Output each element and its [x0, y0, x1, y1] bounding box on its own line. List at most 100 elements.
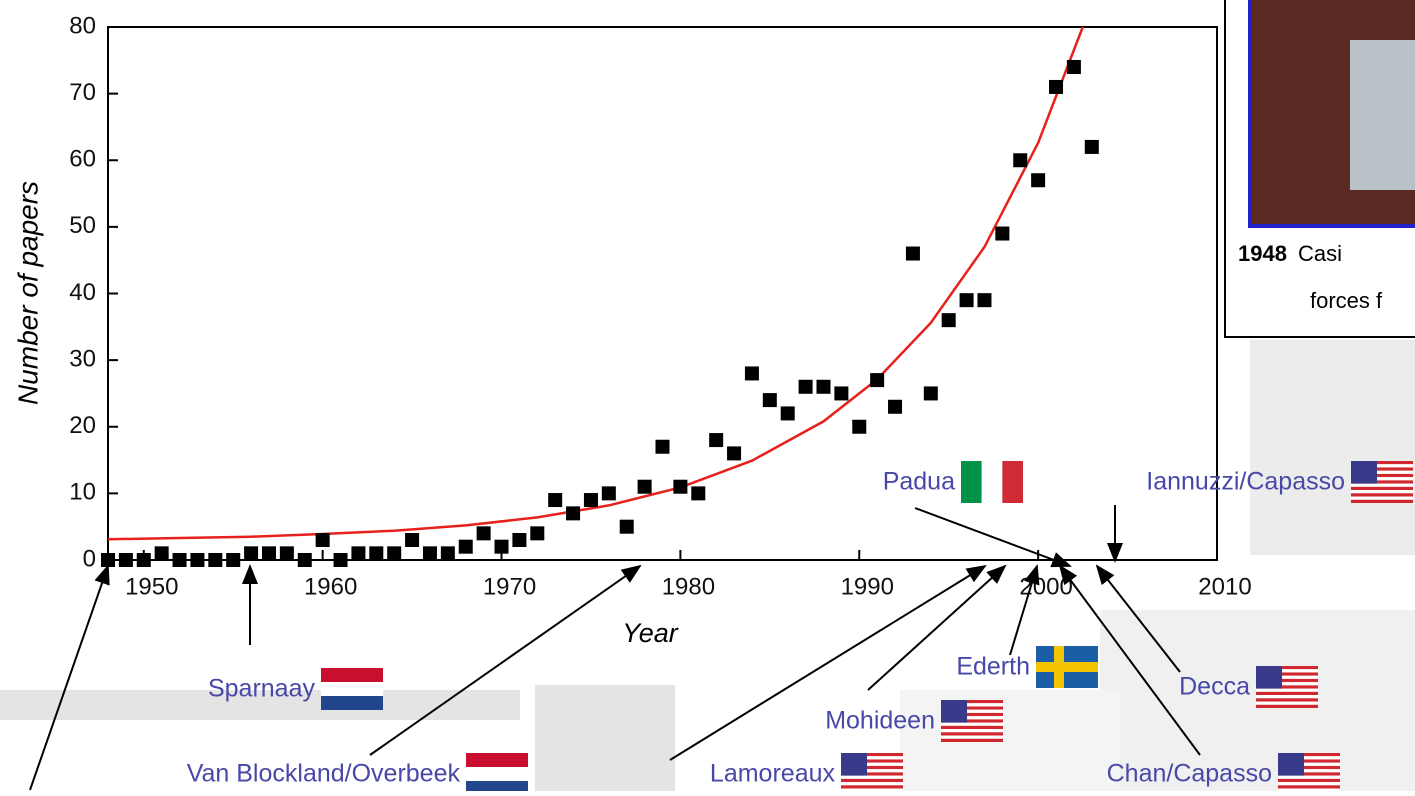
flag-canton	[1351, 461, 1377, 484]
flag-canton	[1256, 666, 1282, 689]
y-tick-label: 60	[69, 146, 96, 173]
data-point	[727, 446, 741, 460]
flag-stripe	[1351, 500, 1413, 503]
data-point	[190, 553, 204, 567]
flag-stripe	[1351, 493, 1413, 496]
y-tick-label: 0	[83, 545, 96, 572]
flag-stripe	[321, 682, 383, 696]
y-tick-label: 20	[69, 412, 96, 439]
data-point	[1067, 60, 1081, 74]
data-point	[924, 386, 938, 400]
data-point	[101, 553, 115, 567]
annotation-label: Van Blockland/Overbeek	[187, 760, 461, 788]
x-tick-label: 1950	[125, 573, 178, 600]
data-point	[781, 406, 795, 420]
inset-panel: 1948 Casi forces f	[1225, 0, 1415, 337]
annotation-label: Ederth	[956, 653, 1030, 681]
flag-icon	[1278, 753, 1340, 791]
flag-stripe	[1278, 776, 1340, 779]
annotation-label: Iannuzzi/Capasso	[1146, 468, 1345, 496]
flag-stripe	[466, 753, 528, 767]
flag-stripe	[1256, 698, 1318, 701]
flag-stripe	[1278, 785, 1340, 788]
y-tick-label: 50	[69, 212, 96, 239]
flag-stripe	[466, 781, 528, 791]
x-tick-label: 1980	[662, 573, 715, 600]
data-point	[1085, 140, 1099, 154]
data-point	[512, 533, 526, 547]
x-axis-label: Year	[622, 618, 679, 648]
data-point	[638, 480, 652, 494]
annotation-label: Sparnaay	[208, 675, 316, 703]
annotation-label: Mohideen	[825, 707, 935, 735]
inset-caption: forces f	[1310, 288, 1383, 313]
data-point	[1031, 173, 1045, 187]
y-tick-label: 30	[69, 345, 96, 372]
flag-icon	[466, 753, 528, 791]
data-point	[799, 380, 813, 394]
flag-icon	[1036, 646, 1098, 688]
flag-stripe	[841, 776, 903, 779]
flag-stripe	[466, 767, 528, 781]
data-point	[387, 546, 401, 560]
flag-stripe	[321, 668, 383, 682]
data-point	[405, 533, 419, 547]
flag-stripe	[841, 785, 903, 788]
flag-stripe	[1002, 461, 1023, 503]
data-point	[119, 553, 133, 567]
data-point	[745, 366, 759, 380]
flag-stripe	[1256, 689, 1318, 692]
flag-icon	[1351, 461, 1413, 503]
flag-stripe	[1256, 702, 1318, 705]
y-tick-label: 10	[69, 479, 96, 506]
data-point	[423, 546, 437, 560]
flag-icon	[961, 461, 1023, 503]
data-point	[369, 546, 383, 560]
x-tick-label: 1990	[841, 573, 894, 600]
data-point	[906, 247, 920, 261]
flag-stripe	[1278, 779, 1340, 782]
data-point	[977, 293, 991, 307]
inset-caption: Casi	[1298, 241, 1342, 266]
data-point	[566, 506, 580, 520]
flag-stripe	[941, 723, 1003, 726]
flag-icon	[941, 700, 1003, 742]
flag-stripe	[1351, 497, 1413, 500]
y-tick-label: 40	[69, 279, 96, 306]
data-point	[351, 546, 365, 560]
flag-stripe	[961, 461, 982, 503]
flag-canton	[941, 700, 967, 723]
flag-stripe	[941, 729, 1003, 732]
data-point	[334, 553, 348, 567]
flag-stripe	[941, 739, 1003, 742]
flag-stripe	[941, 736, 1003, 739]
data-point	[602, 486, 616, 500]
x-tick-label: 2010	[1198, 573, 1251, 600]
data-point	[441, 546, 455, 560]
flag-stripe	[841, 782, 903, 785]
flag-stripe	[321, 696, 383, 710]
flag-cross	[1036, 662, 1098, 672]
data-point	[852, 420, 866, 434]
page: {"chart_data": {"type": "scatter", "xlab…	[0, 0, 1415, 791]
data-point	[834, 386, 848, 400]
annotation-label: Padua	[883, 468, 955, 496]
flag-stripe	[1351, 490, 1413, 493]
data-point	[298, 553, 312, 567]
flag-icon	[1256, 666, 1318, 708]
data-point	[495, 540, 509, 554]
data-point	[477, 526, 491, 540]
x-tick-label: 1970	[483, 573, 536, 600]
data-point	[656, 440, 670, 454]
flag-stripe	[1256, 692, 1318, 695]
arrow	[30, 566, 108, 790]
data-point	[548, 493, 562, 507]
inset-year: 1948	[1238, 241, 1287, 266]
flag-canton	[1278, 753, 1304, 776]
data-point	[173, 553, 187, 567]
data-point	[691, 486, 705, 500]
data-point	[155, 546, 169, 560]
flag-stripe	[1256, 695, 1318, 698]
data-point	[530, 526, 544, 540]
data-point	[316, 533, 330, 547]
